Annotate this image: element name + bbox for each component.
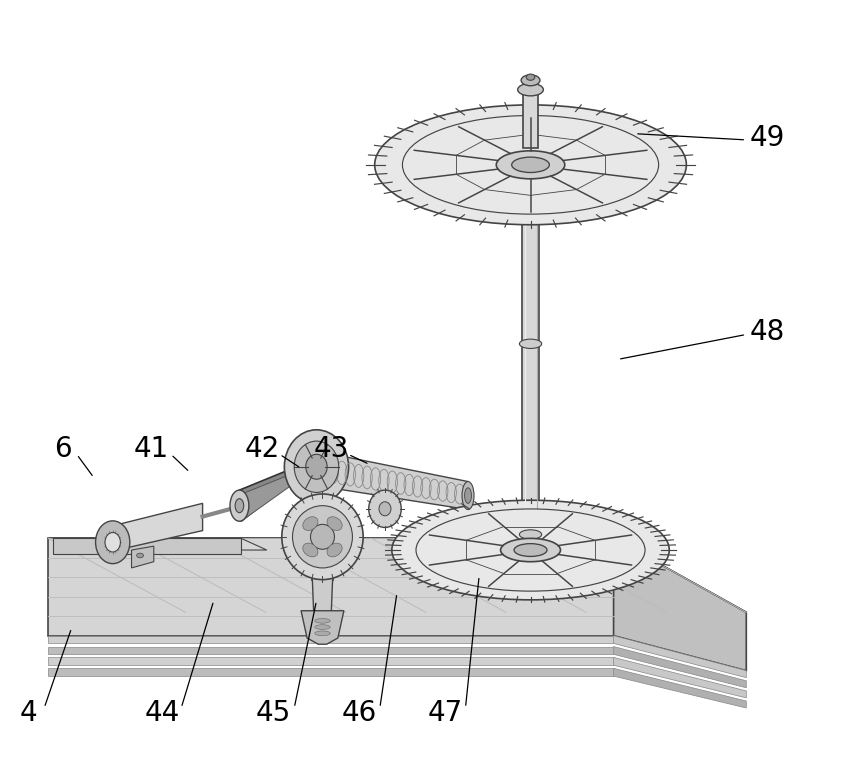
Polygon shape [613, 658, 746, 698]
Ellipse shape [302, 517, 318, 530]
Ellipse shape [314, 619, 330, 623]
Ellipse shape [302, 543, 318, 557]
Text: 46: 46 [342, 700, 377, 727]
Ellipse shape [105, 533, 120, 552]
Ellipse shape [521, 75, 540, 86]
Polygon shape [131, 546, 154, 568]
Ellipse shape [375, 105, 686, 225]
Polygon shape [523, 90, 539, 148]
Ellipse shape [520, 530, 542, 539]
Ellipse shape [314, 625, 330, 629]
Polygon shape [48, 538, 746, 612]
Ellipse shape [518, 84, 544, 96]
Polygon shape [52, 538, 267, 550]
Ellipse shape [369, 490, 401, 527]
Ellipse shape [392, 500, 669, 600]
Ellipse shape [327, 543, 342, 557]
Text: 6: 6 [54, 435, 72, 463]
Text: 4: 4 [20, 700, 38, 727]
Polygon shape [48, 658, 613, 665]
Ellipse shape [379, 501, 391, 515]
Polygon shape [613, 669, 746, 708]
Ellipse shape [295, 441, 338, 493]
Ellipse shape [284, 430, 349, 504]
Polygon shape [52, 538, 241, 554]
Polygon shape [48, 647, 613, 654]
Ellipse shape [137, 553, 143, 558]
Ellipse shape [501, 538, 561, 562]
Ellipse shape [512, 157, 550, 173]
Ellipse shape [95, 521, 130, 564]
Polygon shape [244, 466, 313, 518]
Polygon shape [100, 503, 203, 554]
Ellipse shape [520, 339, 542, 348]
Polygon shape [613, 636, 746, 678]
Ellipse shape [293, 505, 352, 568]
Polygon shape [48, 669, 613, 676]
Polygon shape [301, 611, 344, 644]
Ellipse shape [230, 490, 249, 521]
Polygon shape [613, 538, 746, 671]
Polygon shape [48, 636, 613, 644]
Ellipse shape [282, 494, 363, 580]
Ellipse shape [520, 215, 542, 224]
Ellipse shape [314, 631, 330, 636]
Text: 45: 45 [256, 700, 291, 727]
Ellipse shape [416, 509, 645, 591]
Ellipse shape [527, 74, 535, 80]
Ellipse shape [403, 116, 659, 214]
Ellipse shape [235, 499, 244, 512]
Ellipse shape [327, 517, 342, 530]
Text: 41: 41 [134, 435, 169, 463]
Text: 42: 42 [245, 435, 280, 463]
Polygon shape [613, 647, 746, 688]
Polygon shape [325, 453, 468, 509]
Polygon shape [312, 576, 332, 619]
Ellipse shape [514, 544, 547, 556]
Ellipse shape [310, 524, 334, 549]
Text: 44: 44 [144, 700, 180, 727]
Ellipse shape [465, 488, 472, 503]
Polygon shape [522, 212, 539, 544]
Polygon shape [240, 462, 311, 521]
Text: 43: 43 [314, 435, 349, 463]
Text: 47: 47 [427, 700, 462, 727]
Ellipse shape [497, 151, 564, 179]
Ellipse shape [306, 455, 327, 480]
Polygon shape [48, 538, 613, 636]
Text: 49: 49 [750, 123, 785, 152]
Ellipse shape [462, 482, 474, 509]
Text: 48: 48 [750, 318, 785, 346]
